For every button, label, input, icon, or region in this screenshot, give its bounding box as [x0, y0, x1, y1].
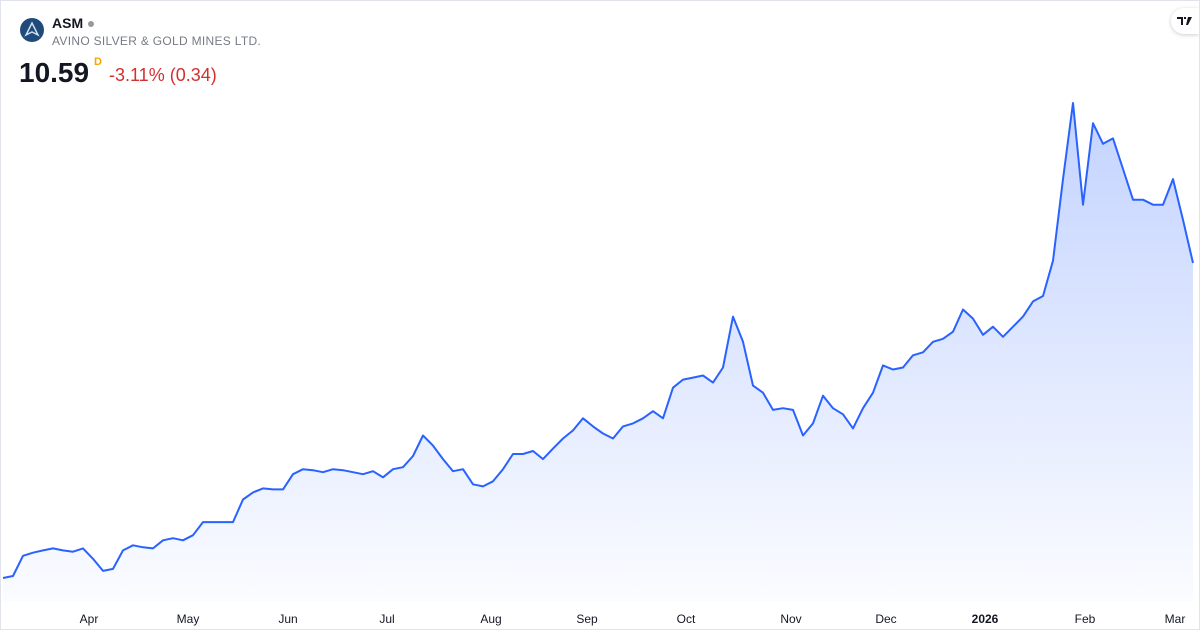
interval: D: [94, 56, 102, 68]
brand-icon: [1177, 17, 1192, 25]
x-tick-label: Feb: [1075, 612, 1096, 626]
company-name: AVINO SILVER & GOLD MINES LTD.: [52, 34, 262, 48]
x-tick-label: Nov: [780, 612, 801, 626]
logo: [20, 18, 44, 42]
symbol: ASM: [52, 15, 84, 31]
area-fill: [3, 103, 1193, 601]
x-tick-label: May: [177, 612, 200, 626]
x-tick-label: Aug: [480, 612, 501, 626]
symbol-row: ASM: [52, 15, 95, 31]
x-tick-label: Jun: [278, 612, 297, 626]
brand-logo[interactable]: [1171, 8, 1199, 34]
x-tick-label: Jul: [379, 612, 394, 626]
x-tick-label: Sep: [576, 612, 598, 626]
x-tick-label: Mar: [1165, 612, 1186, 626]
status-dot: [88, 21, 95, 28]
x-tick-label: Dec: [875, 612, 896, 626]
x-tick-label: Apr: [80, 612, 99, 626]
price-line: [2, 102, 1194, 579]
x-tick-label: 2026: [972, 612, 999, 626]
x-tick-label: Oct: [677, 612, 696, 626]
price: 10.59: [19, 57, 90, 88]
change: -3.11% (0.34): [109, 65, 217, 85]
